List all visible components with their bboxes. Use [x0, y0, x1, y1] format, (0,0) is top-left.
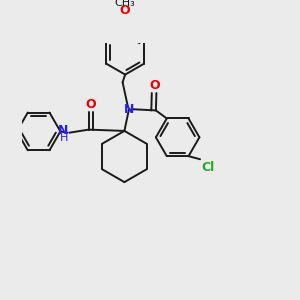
Text: H: H	[60, 133, 68, 143]
Text: Cl: Cl	[201, 160, 214, 173]
Text: N: N	[124, 103, 134, 116]
Text: O: O	[85, 98, 96, 111]
Text: O: O	[149, 79, 160, 92]
Text: N: N	[58, 124, 68, 137]
Text: CH₃: CH₃	[115, 0, 136, 8]
Text: O: O	[120, 4, 130, 17]
